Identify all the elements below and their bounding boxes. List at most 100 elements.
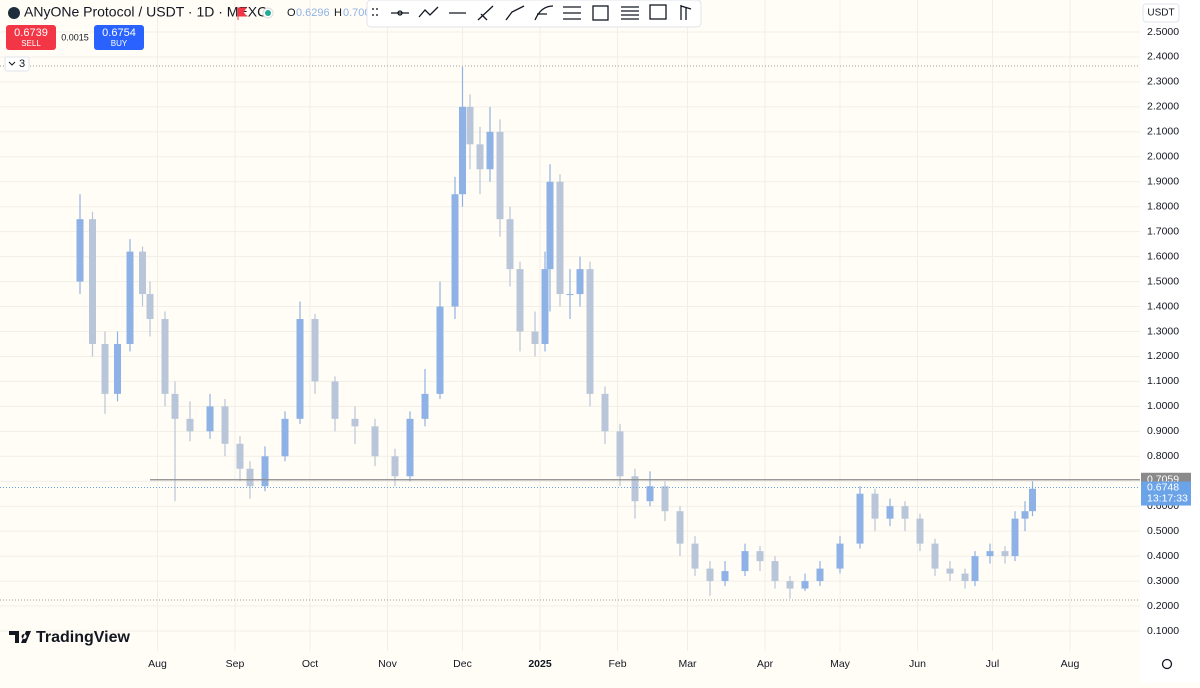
candle-body [161, 319, 169, 394]
candle-body [496, 131, 504, 220]
toolbar-grip[interactable] [372, 8, 378, 16]
x-tick-label: Aug [148, 658, 167, 670]
candle-body [601, 393, 609, 432]
y-tick-label: 2.3000 [1147, 76, 1179, 88]
y-tick-label: 1.3000 [1147, 325, 1179, 337]
candle-body [1001, 551, 1009, 557]
candle-body [741, 551, 749, 572]
x-tick-label: Aug [1061, 658, 1080, 670]
x-tick-label: Mar [678, 658, 697, 670]
y-tick-label: 2.0000 [1147, 151, 1179, 163]
sell-label[interactable]: SELL [21, 39, 41, 48]
candle-body [371, 426, 379, 457]
x-tick-label: Feb [608, 658, 626, 670]
candle-body [631, 476, 639, 502]
candle-body [836, 543, 844, 569]
y-tick-label: 2.5000 [1147, 26, 1179, 38]
tool-rect[interactable] [592, 5, 609, 21]
countdown: 13:17:33 [1147, 492, 1188, 504]
candle-body [261, 456, 269, 487]
y-tick-label: 1.9000 [1147, 176, 1179, 188]
candle-body [221, 406, 229, 444]
candle-body [351, 418, 359, 427]
candle-body [114, 343, 121, 394]
candle-body [816, 568, 824, 582]
candle-body [661, 486, 669, 512]
candle-body [616, 431, 624, 477]
last-price-label: 0.6748 [1147, 481, 1179, 493]
y-tick-label: 0.2000 [1147, 600, 1179, 612]
candle-body [801, 581, 809, 589]
brand-name: TradingView [36, 629, 131, 646]
high-value: 0.700 [343, 7, 371, 19]
price-axis-bg [1140, 0, 1200, 683]
y-tick-label: 1.8000 [1147, 200, 1179, 212]
settings-icon[interactable] [1161, 658, 1173, 670]
tool-price-range[interactable] [649, 4, 667, 20]
candle-body [331, 381, 339, 419]
spread: 0.0015 [61, 32, 89, 42]
candle-body [476, 144, 484, 170]
candle-body [391, 456, 399, 477]
buy-button[interactable] [94, 25, 144, 50]
y-tick-label: 1.5000 [1147, 275, 1179, 287]
y-tick-label: 2.4000 [1147, 51, 1179, 63]
candle-body [126, 251, 134, 344]
candle-body [421, 393, 429, 419]
candle-body [901, 506, 909, 519]
flag-icon[interactable] [237, 7, 247, 20]
tool-channel[interactable] [621, 6, 639, 20]
sell-price[interactable]: 0.6739 [14, 27, 48, 39]
candle-body [236, 443, 244, 469]
currency[interactable]: USDT [1147, 8, 1174, 19]
open-label: O [287, 7, 296, 19]
tool-curve[interactable] [534, 5, 554, 21]
y-tick-label: 0.5000 [1147, 525, 1179, 537]
y-tick-label: 0.1000 [1147, 625, 1179, 637]
brand-logo [9, 631, 31, 643]
y-tick-label: 2.2000 [1147, 101, 1179, 113]
tool-angle[interactable] [505, 5, 525, 21]
currency-button[interactable] [1142, 3, 1180, 23]
y-tick-label: 0.3000 [1147, 575, 1179, 587]
tool-flag[interactable] [680, 5, 692, 20]
x-tick-label: Nov [378, 658, 397, 670]
candle-body [971, 556, 979, 582]
candle-body [541, 269, 549, 344]
chevron [8, 61, 16, 66]
candle-body [1011, 518, 1019, 557]
candle-body [186, 418, 194, 432]
drawing-toolbar [366, 0, 702, 28]
candle-body [961, 573, 969, 582]
candle-body [531, 331, 539, 344]
candle-body [506, 219, 514, 270]
buy-label[interactable]: BUY [111, 39, 128, 48]
candle-body [946, 568, 954, 574]
candle-body [856, 493, 864, 544]
candle-body [146, 294, 154, 320]
indicators-toggle[interactable] [4, 56, 30, 72]
high-label: H [334, 7, 342, 19]
candle-body [516, 269, 524, 332]
candle-body [436, 306, 444, 394]
candle-body [101, 343, 109, 394]
tool-hline[interactable] [391, 10, 409, 16]
x-tick-label: Apr [757, 658, 774, 670]
candle-body [466, 106, 474, 145]
candle-body [1029, 488, 1036, 512]
candle-body [556, 181, 564, 295]
candle-body [706, 568, 714, 582]
tool-fib[interactable] [563, 6, 581, 20]
x-tick-label: Sep [226, 658, 245, 670]
buy-price[interactable]: 0.6754 [102, 27, 136, 39]
tool-trend[interactable] [477, 5, 494, 21]
symbol-title[interactable]: ANyONe Protocol / USDT · 1D · MEXC [24, 4, 267, 20]
sell-button[interactable] [6, 25, 56, 50]
indicators-count[interactable]: 3 [19, 58, 25, 70]
candle-body [311, 319, 319, 382]
tool-path[interactable] [418, 6, 439, 18]
candle-body [246, 468, 254, 487]
candle-body [786, 581, 794, 589]
x-tick-label: Dec [453, 658, 472, 670]
